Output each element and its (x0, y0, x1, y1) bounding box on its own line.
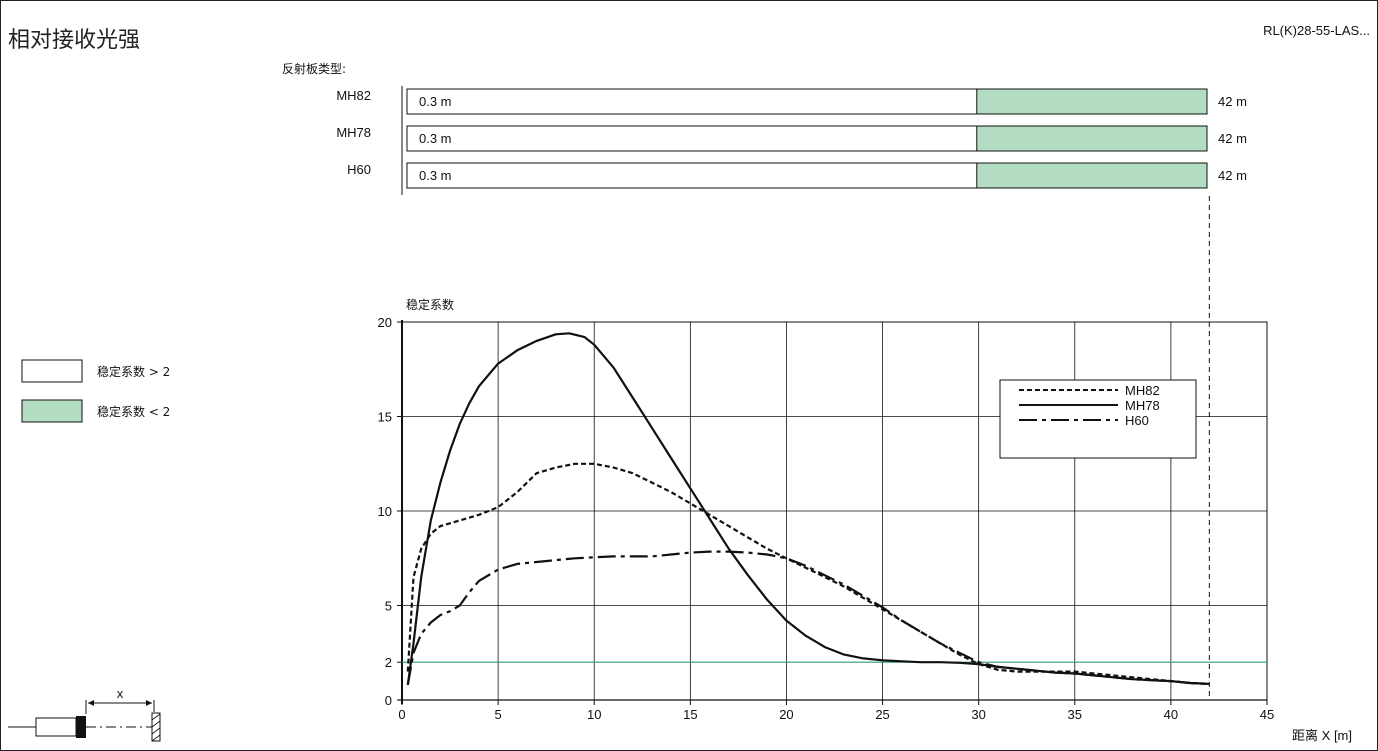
range-bar-green (976, 162, 1208, 189)
reflector-table: MH82 0.3 m 42 m MH78 0.3 m 42 m H60 0.3 m 42 m (336, 88, 1247, 189)
x-tick-label: 5 (494, 707, 501, 722)
x-tick-label: 25 (875, 707, 889, 722)
x-tick-label: 20 (779, 707, 793, 722)
x-tick-label: 10 (587, 707, 601, 722)
reflector-heading: 反射板类型: (282, 61, 346, 76)
x-tick-label: 35 (1068, 707, 1082, 722)
y-axis-label: 稳定系数 (406, 297, 454, 312)
x-tick-label: 15 (683, 707, 697, 722)
chart-series (406, 332, 1210, 686)
series-line-mh82 (406, 462, 1210, 685)
legend-label: H60 (1125, 413, 1149, 428)
key-label: 稳定系数 > 2 (97, 364, 170, 379)
range-min-label: 0.3 m (419, 94, 452, 109)
range-min-label: 0.3 m (419, 168, 452, 183)
reflector-name: MH78 (336, 125, 371, 140)
range-max-label: 42 m (1218, 168, 1247, 183)
range-bar-green (976, 88, 1208, 115)
y-tick-label: 15 (378, 410, 392, 425)
range-max-label: 42 m (1218, 94, 1247, 109)
key-swatch (21, 399, 83, 423)
range-bar-green (976, 125, 1208, 152)
y-tick-label: 5 (385, 599, 392, 614)
x-tick-label: 45 (1260, 707, 1274, 722)
x-axis-label: 距离 X [m] (1292, 728, 1352, 743)
reflector-name: H60 (347, 162, 371, 177)
key-label: 稳定系数 < 2 (97, 404, 170, 419)
sensor-shape (35, 717, 77, 737)
range-min-label: 0.3 m (419, 131, 452, 146)
sensor-lens-shape (76, 716, 86, 738)
stability-key: 稳定系数 > 2 稳定系数 < 2 (21, 359, 170, 423)
y-tick-label: 2 (385, 655, 392, 670)
range-max-label: 42 m (1218, 131, 1247, 146)
x-tick-label: 40 (1164, 707, 1178, 722)
model-number: RL(K)28-55-LAS... (1263, 23, 1370, 38)
measurement-diagram: x (8, 686, 161, 742)
x-tick-label: 30 (971, 707, 985, 722)
legend-label: MH82 (1125, 383, 1160, 398)
y-tick-label: 10 (378, 504, 392, 519)
series-line-h60 (406, 550, 1210, 686)
y-tick-label: 0 (385, 693, 392, 708)
chart-grid (398, 320, 1268, 704)
legend-label: MH78 (1125, 398, 1160, 413)
distance-x-label: x (117, 686, 124, 701)
page-title: 相对接收光强 (8, 28, 141, 53)
y-tick-label: 20 (378, 315, 392, 330)
x-tick-label: 0 (398, 707, 405, 722)
reflector-name: MH82 (336, 88, 371, 103)
key-swatch (21, 359, 83, 383)
